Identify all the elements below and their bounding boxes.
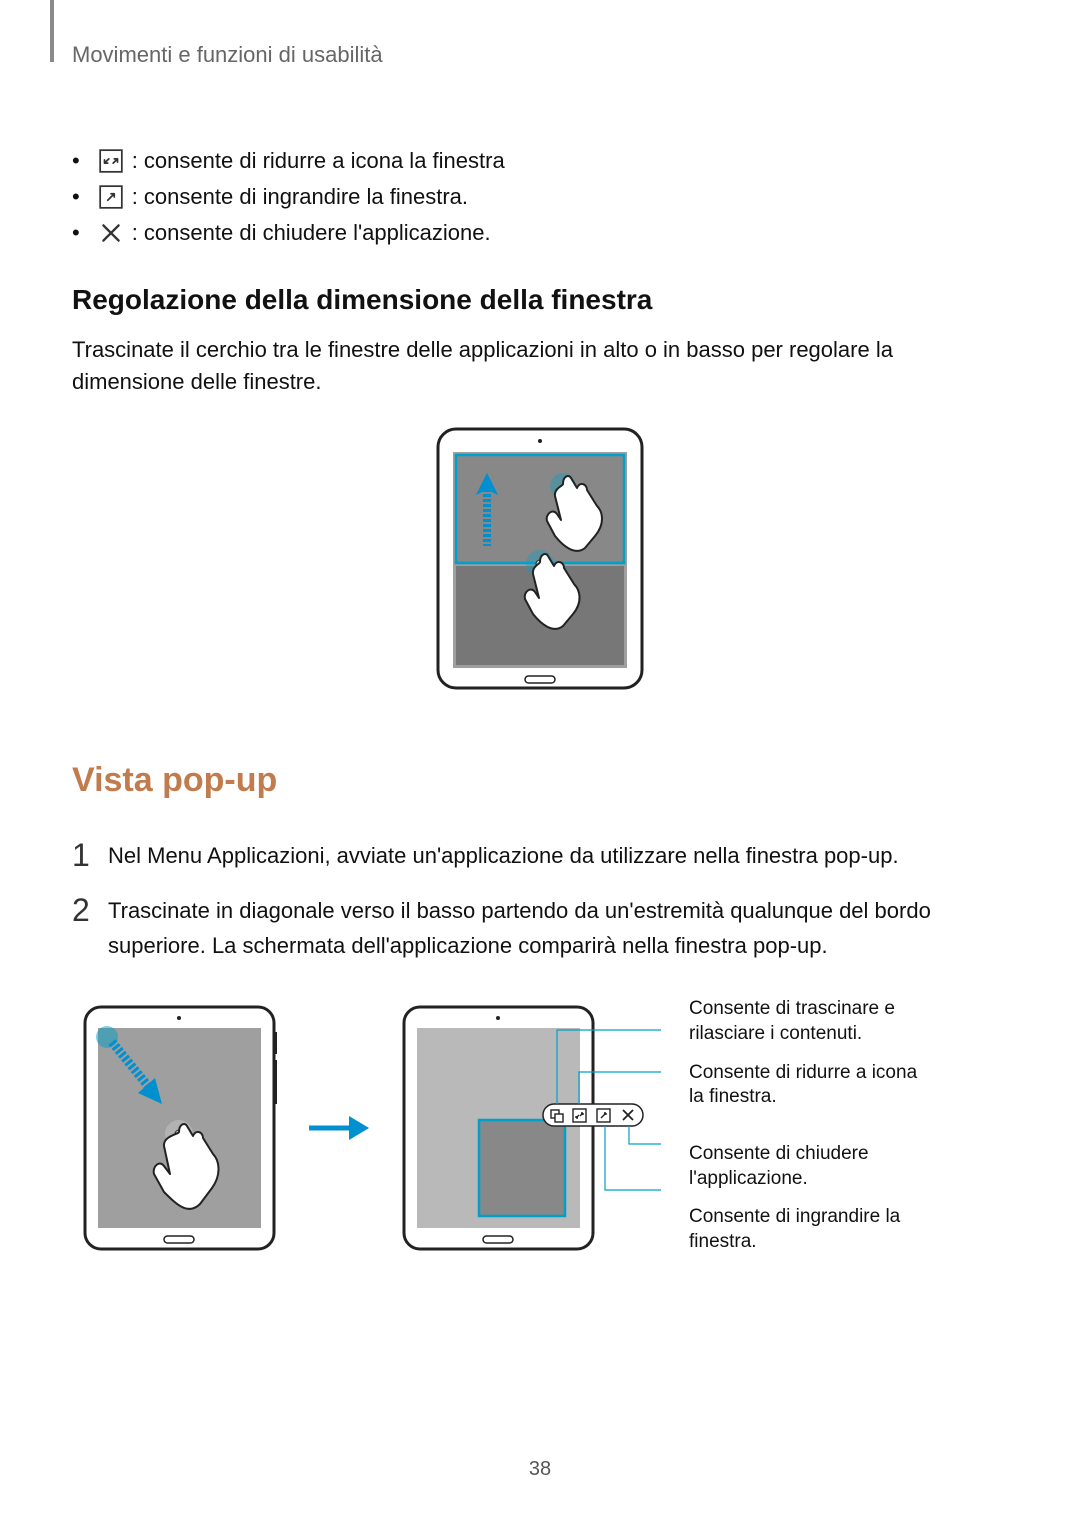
callout-minimize: Consente di ridurre a icona la finestra. [689,1061,919,1110]
window-controls-legend: : consente di ridurre a icona la finestr… [72,148,1008,246]
step-2: 2Trascinate in diagonale verso il basso … [72,893,1008,963]
popup-callouts: Consente di trascinare e rilasciare i co… [689,997,919,1269]
tablet-drag-diagonal [82,1004,277,1252]
subheading-resize: Regolazione della dimensione della fines… [72,284,1008,316]
tablet-resize-illustration [435,426,645,691]
header-rule [50,0,54,62]
page-header: Movimenti e funzioni di usabilità [72,42,1008,68]
close-x-icon [98,220,124,246]
legend-text: : consente di chiudere l'applicazione. [132,220,491,246]
figure-popup-sequence: Consente di trascinare e rilasciare i co… [82,987,1008,1269]
page-number: 38 [529,1458,551,1481]
maximize-icon [98,184,124,210]
legend-item-close: : consente di chiudere l'applicazione. [72,220,1008,246]
subheading-paragraph: Trascinate il cerchio tra le finestre de… [72,334,1008,398]
manual-page: Movimenti e funzioni di usabilità : cons… [0,0,1080,1527]
callout-maximize: Consente di ingrandire la finestra. [689,1205,919,1254]
step-text: Trascinate in diagonale verso il basso p… [108,898,931,958]
steps-list: 1Nel Menu Applicazioni, avviate un'appli… [72,838,1008,964]
transition-arrow-icon [305,1108,373,1148]
section-title-popup: Vista pop-up [72,761,1008,800]
minimize-icon [98,148,124,174]
figure-resize-window [72,426,1008,691]
step-1: 1Nel Menu Applicazioni, avviate un'appli… [72,838,1008,873]
legend-item-minimize: : consente di ridurre a icona la finestr… [72,148,1008,174]
legend-text: : consente di ingrandire la finestra. [132,184,468,210]
legend-item-maximize: : consente di ingrandire la finestra. [72,184,1008,210]
legend-text: : consente di ridurre a icona la finestr… [132,148,505,174]
step-text: Nel Menu Applicazioni, avviate un'applic… [108,843,899,868]
tablet-popup-result [401,1004,661,1252]
callout-drag: Consente di trascinare e rilasciare i co… [689,997,919,1046]
callout-close: Consente di chiudere l'applicazione. [689,1142,919,1191]
